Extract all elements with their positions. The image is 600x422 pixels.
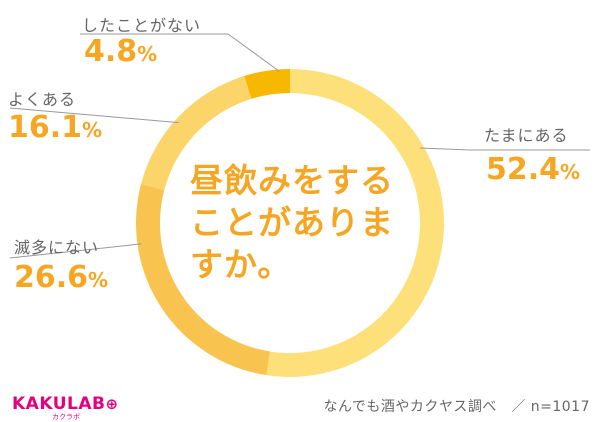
- leader-rarely: [9, 243, 142, 259]
- slice-often: [141, 75, 252, 191]
- slice-rarely: [136, 183, 271, 376]
- kakulab-logo-sub: カクラボ: [52, 413, 80, 421]
- slice-never: [244, 69, 290, 99]
- leader-never: [80, 33, 280, 72]
- slice-sometimes: [266, 69, 444, 377]
- leader-often: [9, 107, 179, 124]
- label-sometimes: たまにある: [484, 126, 569, 145]
- value-rarely: 26.6%: [14, 260, 109, 295]
- donut-slices: [136, 69, 444, 377]
- value-sometimes: 52.4%: [486, 152, 581, 187]
- label-often: よくある: [8, 90, 77, 109]
- source-note: なんでも酒やカクヤス調べ ／ n=1017: [323, 399, 590, 415]
- value-often: 16.1%: [8, 110, 103, 145]
- leader-sometimes: [419, 147, 590, 151]
- leader-lines: [9, 33, 590, 259]
- label-never: したことがない: [82, 16, 202, 35]
- value-never: 4.8%: [84, 34, 158, 69]
- kakulab-logo: KAKULAB⊕: [12, 394, 119, 414]
- label-rarely: 滅多にない: [14, 238, 100, 257]
- chart-title: 昼飲みをすることがありますか。: [190, 161, 394, 284]
